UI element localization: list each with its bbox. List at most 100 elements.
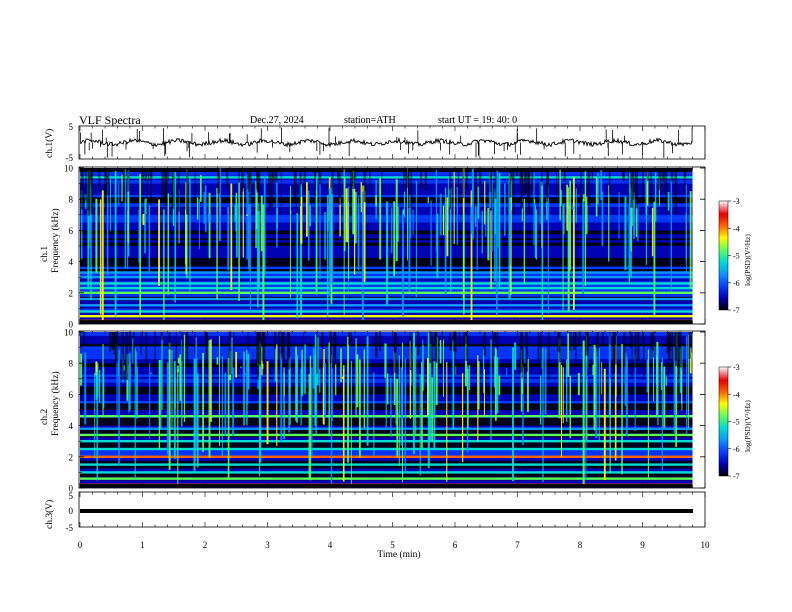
spec-streak xyxy=(657,345,659,426)
spec-streak xyxy=(127,210,129,242)
spec-dark-streak xyxy=(186,332,188,349)
spec-streak xyxy=(419,373,421,476)
spec-streak xyxy=(679,348,682,393)
spec-streak xyxy=(435,169,438,252)
axis-ticks xyxy=(79,126,706,527)
spec-streak xyxy=(127,174,130,244)
spec-streak xyxy=(227,357,230,480)
spec-streak xyxy=(514,342,517,370)
spec-dark-streak xyxy=(494,168,497,199)
spec-dark-streak xyxy=(650,332,652,350)
spec-row xyxy=(80,316,693,321)
spec-dark-streak xyxy=(492,332,494,361)
time-axis-ticks: 0 1 2 3 4 5 6 7 8 9 10 xyxy=(78,540,710,550)
spec-row xyxy=(80,429,693,434)
freq-tick-label: 10 xyxy=(64,328,74,338)
spec-dark-streak xyxy=(642,168,644,201)
spec-dark-streak xyxy=(164,168,168,207)
spec-streak xyxy=(366,336,369,446)
spec-band xyxy=(80,315,693,318)
spec-dark-streak xyxy=(424,168,428,191)
spec-streak xyxy=(210,339,212,422)
spec-dark-streak xyxy=(261,332,265,361)
spec-dark-streak xyxy=(441,332,443,345)
spec-streak xyxy=(495,187,498,316)
spec-dark-streak xyxy=(316,332,318,374)
spec-dark-streak xyxy=(666,332,670,354)
spec-dark-streak xyxy=(303,332,305,367)
spec-streak xyxy=(319,175,321,280)
freq-tick-label: 2 xyxy=(69,288,74,298)
spec-streak xyxy=(391,207,393,254)
spec-dark-streak xyxy=(85,168,87,201)
spec-dark-streak xyxy=(483,332,486,356)
spec-streak xyxy=(135,351,138,375)
ch1-colorbar-gradient xyxy=(718,200,729,311)
spec-streak xyxy=(475,203,477,228)
spec-dark-streak xyxy=(465,332,469,362)
spec-streak xyxy=(393,201,396,277)
spec-dark-streak xyxy=(652,332,655,358)
colorbar-tick-label: -6 xyxy=(733,445,740,454)
spec-streak xyxy=(520,349,523,412)
colorbar-tick-label: -3 xyxy=(733,197,740,206)
spec-streak xyxy=(421,361,423,449)
spec-streak xyxy=(230,337,233,374)
spec-dark-streak xyxy=(352,168,355,189)
spec-streak xyxy=(256,192,258,229)
spec-streak xyxy=(536,209,538,260)
spec-dark-streak xyxy=(132,332,135,377)
spec-streak xyxy=(331,176,334,285)
spec-streak xyxy=(109,175,111,231)
spec-row xyxy=(80,332,693,336)
spec-streak xyxy=(307,190,310,261)
spec-dark-streak xyxy=(683,168,687,178)
spec-row xyxy=(80,445,693,449)
colorbar-tick-label: -5 xyxy=(733,418,740,427)
spec-streak xyxy=(179,354,182,401)
spec-streak xyxy=(247,353,250,390)
spec-streak xyxy=(630,188,632,278)
spec-streak xyxy=(385,343,387,428)
spec-streak xyxy=(560,189,562,206)
spec-dark-streak xyxy=(479,168,482,203)
spec-streak xyxy=(354,191,357,244)
spec-dark-streak xyxy=(556,168,558,197)
spec-dark-streak xyxy=(348,332,350,346)
spec-dark-streak xyxy=(379,332,382,352)
spec-streak xyxy=(448,189,450,208)
spec-dark-streak xyxy=(272,168,276,183)
spec-row xyxy=(80,449,693,453)
spec-dark-streak xyxy=(587,332,589,377)
spec-streak xyxy=(685,184,687,272)
spec-streak xyxy=(575,188,577,223)
spec-streak xyxy=(433,361,436,448)
spec-streak xyxy=(202,352,204,452)
spec-streak xyxy=(101,190,104,323)
spec-band xyxy=(80,440,693,443)
spec-streak xyxy=(216,357,219,365)
spec-streak xyxy=(221,356,223,456)
spec-streak xyxy=(290,210,292,214)
spec-streak xyxy=(658,176,660,207)
spec-streak xyxy=(177,357,180,364)
spec-dark-streak xyxy=(591,168,594,181)
spec-streak xyxy=(592,364,594,376)
spec-dark-streak xyxy=(354,168,357,179)
spec-streak xyxy=(118,349,120,466)
spec-dark-streak xyxy=(394,332,397,353)
spec-streak xyxy=(559,169,561,221)
spec-dark-streak xyxy=(349,332,352,343)
spec-streak xyxy=(567,333,570,377)
spec-streak xyxy=(426,358,429,416)
spec-streak xyxy=(283,372,285,440)
spec-streak xyxy=(106,170,109,276)
spec-dark-streak xyxy=(402,168,404,194)
spec-streak xyxy=(582,340,585,485)
spec-streak xyxy=(603,368,606,480)
spec-streak xyxy=(490,210,492,289)
spec-dark-streak xyxy=(268,168,272,211)
spec-dark-streak xyxy=(363,168,367,203)
spec-streak xyxy=(375,195,377,207)
spec-streak xyxy=(470,190,473,323)
